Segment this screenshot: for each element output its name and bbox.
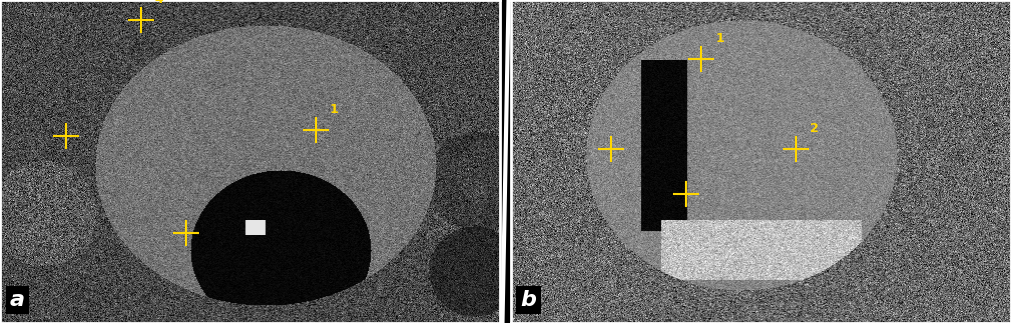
Text: 1: 1	[715, 32, 724, 45]
Text: 4: 4	[155, 0, 164, 6]
Text: 2: 2	[811, 122, 819, 135]
Text: 1: 1	[330, 103, 339, 116]
Text: a: a	[10, 290, 25, 310]
Text: b: b	[521, 290, 537, 310]
